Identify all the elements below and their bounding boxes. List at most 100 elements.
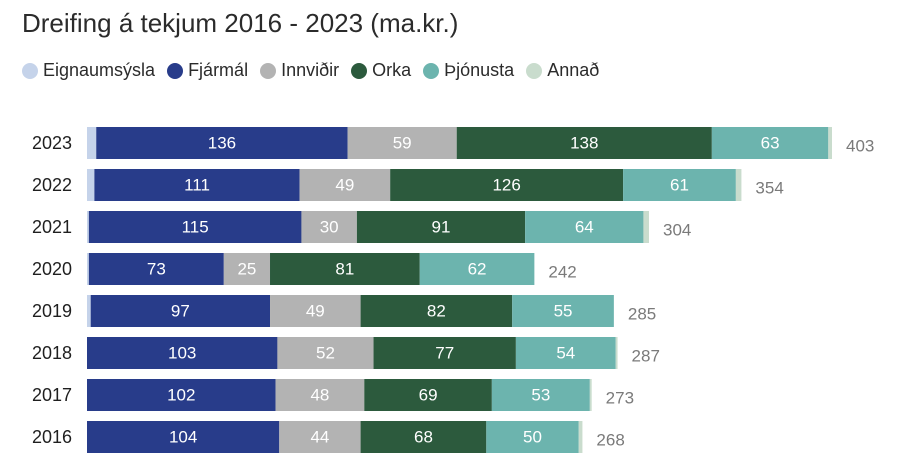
- legend-item: Fjármál: [167, 60, 248, 81]
- legend-item: Þjónusta: [423, 60, 514, 81]
- bar-segment: [87, 211, 89, 243]
- legend-item: Eignaumsýsla: [22, 60, 155, 81]
- y-tick-label: 2023: [32, 133, 72, 153]
- bar-total-label: 273: [606, 389, 634, 408]
- bar-total-label: 403: [846, 137, 874, 156]
- bar-data-label: 103: [168, 344, 196, 363]
- bar-segment: [589, 379, 592, 411]
- bar-segment: [87, 127, 97, 159]
- bar-segment: [615, 337, 618, 369]
- bar-segment: [223, 253, 271, 285]
- bar-data-label: 53: [531, 386, 550, 405]
- bar-segment: [711, 127, 829, 159]
- bar-data-label: 48: [310, 386, 329, 405]
- bar-segment: [96, 127, 348, 159]
- bar-segment: [301, 211, 357, 243]
- bar-data-label: 52: [316, 344, 335, 363]
- bar-segment: [275, 379, 365, 411]
- bar-data-label: 73: [147, 260, 166, 279]
- legend-label: Annað: [547, 60, 600, 80]
- legend-swatch: [351, 62, 368, 79]
- bar-data-label: 62: [468, 260, 487, 279]
- bar-segment: [90, 295, 271, 327]
- y-tick-label: 2021: [32, 217, 72, 237]
- y-tick-label: 2016: [32, 427, 72, 447]
- bar-segment: [360, 295, 513, 327]
- legend-label: Orka: [372, 60, 412, 80]
- bar-segment: [456, 127, 712, 159]
- legend-item: Annað: [526, 60, 599, 81]
- bar-segment: [360, 421, 487, 453]
- bar-segment: [525, 211, 644, 243]
- bar-segment: [643, 211, 649, 243]
- bar-segment: [279, 421, 361, 453]
- bar-segment: [390, 169, 624, 201]
- legend-label: Þjónusta: [444, 60, 515, 80]
- bar-segment: [87, 253, 89, 285]
- legend-swatch: [22, 62, 38, 79]
- bar-segment: [364, 379, 492, 411]
- bar-total-label: 354: [755, 179, 783, 198]
- bar-data-label: 63: [761, 134, 780, 153]
- bar-data-label: 59: [393, 134, 412, 153]
- bar-total-label: 268: [596, 431, 624, 450]
- bar-data-label: 136: [208, 134, 236, 153]
- bar-data-label: 50: [523, 428, 542, 447]
- bar-segment: [578, 421, 583, 453]
- bar-data-label: 68: [414, 428, 433, 447]
- bar-segment: [512, 295, 614, 327]
- y-tick-label: 2017: [32, 385, 72, 405]
- bar-segment: [87, 337, 278, 369]
- bar-data-label: 49: [335, 176, 354, 195]
- bar-segment: [373, 337, 516, 369]
- legend-label: Innviðir: [281, 60, 340, 80]
- bar-data-label: 81: [335, 260, 354, 279]
- bar-segment: [419, 253, 535, 285]
- bar-segment: [88, 253, 224, 285]
- legend-item: Innviðir: [260, 60, 339, 81]
- bar-total-label: 304: [663, 221, 691, 240]
- bar-segment: [277, 337, 374, 369]
- bar-data-label: 82: [427, 302, 446, 321]
- bar-segment: [356, 211, 526, 243]
- bar-segment: [828, 127, 832, 159]
- legend-swatch: [260, 62, 277, 79]
- bar-data-label: 61: [670, 176, 689, 195]
- bar-total-label: 285: [628, 305, 656, 324]
- legend-label: Fjármál: [188, 60, 249, 80]
- bar-segment: [87, 379, 276, 411]
- bar-segment: [87, 169, 95, 201]
- bar-data-label: 102: [167, 386, 195, 405]
- bar-data-label: 49: [306, 302, 325, 321]
- legend-swatch: [423, 62, 440, 79]
- y-tick-label: 2019: [32, 301, 72, 321]
- bar-segment: [347, 127, 457, 159]
- y-tick-label: 2018: [32, 343, 72, 363]
- bar-data-label: 104: [169, 428, 197, 447]
- bar-data-label: 25: [237, 260, 256, 279]
- bar-segment: [270, 295, 361, 327]
- bar-data-label: 44: [310, 428, 329, 447]
- bar-data-label: 91: [432, 218, 451, 237]
- bar-data-label: 54: [556, 344, 575, 363]
- bar-total-label: 242: [548, 263, 576, 282]
- bar-segment: [623, 169, 736, 201]
- bar-segment: [88, 211, 302, 243]
- bar-data-label: 111: [184, 176, 210, 195]
- chart-title: Dreifing á tekjum 2016 - 2023 (ma.kr.): [22, 8, 459, 38]
- bar-data-label: 126: [492, 176, 520, 195]
- legend-swatch: [167, 62, 184, 79]
- bar-segment: [491, 379, 590, 411]
- legend-label: Eignaumsýsla: [43, 60, 156, 80]
- bar-data-label: 77: [435, 344, 454, 363]
- bar-data-label: 64: [575, 218, 594, 237]
- bar-data-label: 69: [419, 386, 438, 405]
- bar-total-label: 287: [632, 347, 660, 366]
- bar-segment: [270, 253, 420, 285]
- bar-segment: [486, 421, 579, 453]
- bar-data-label: 30: [320, 218, 339, 237]
- bar-segment: [515, 337, 616, 369]
- bar-segment: [735, 169, 742, 201]
